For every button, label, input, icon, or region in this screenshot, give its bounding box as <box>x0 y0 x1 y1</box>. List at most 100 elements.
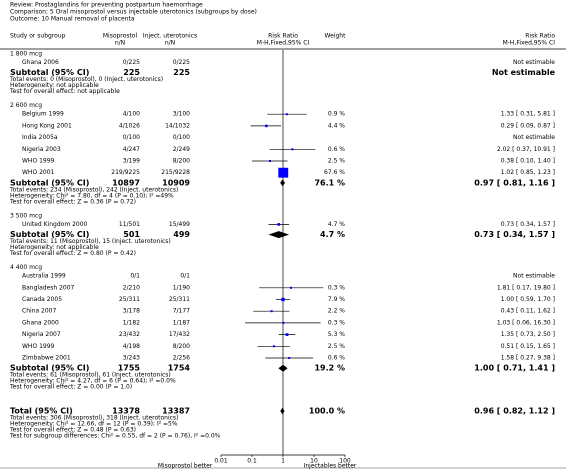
col-header: Misoprostol <box>103 33 138 40</box>
point-estimate <box>270 310 273 313</box>
ci-text: 0.29 [ 0.09, 0.87 ] <box>501 122 555 129</box>
subgroup-heading: 1 800 mcg <box>10 51 42 58</box>
note: Test for overall effect: Z = 0.00 (P = 1… <box>9 384 132 391</box>
misoprostol-cell: 1755 <box>118 364 141 373</box>
ci-text: 0.43 [ 0.11, 1.62 ] <box>501 308 555 315</box>
weight: 0.3 % <box>328 284 345 291</box>
col-header: Inject. uterotonics <box>143 33 197 40</box>
note: Total events: 306 (Misoprostol), 318 (In… <box>9 415 178 422</box>
note: Total events: 61 (Misoprostol), 61 (Inje… <box>9 372 171 379</box>
misoprostol-cell: 13378 <box>112 407 140 416</box>
study-name: Zimbabwe 2001 <box>22 355 71 362</box>
ci-text: 0.73 [ 0.34, 1.57 ] <box>501 221 555 228</box>
injectable-cell: 499 <box>173 230 190 239</box>
injectable-cell: 1/190 <box>173 284 190 291</box>
point-estimate <box>291 148 294 151</box>
ci-text: 1.58 [ 0.27, 9.38 ] <box>501 355 555 362</box>
injectable-cell: 15/499 <box>169 221 190 228</box>
note: Test for overall effect: not applicable <box>9 88 120 95</box>
col-header: M-H,Fixed,95% CI <box>257 40 310 47</box>
note: Test for overall effect: Z = 0.48 (P = 0… <box>9 427 136 434</box>
injectable-cell: 1/187 <box>173 319 190 326</box>
injectable-cell: 2/249 <box>173 146 190 153</box>
ci-text: 1.81 [ 0.17, 19.80 ] <box>497 284 555 291</box>
note: Total events: 0 (Misoprostol), 0 (Inject… <box>9 76 163 83</box>
result: Not estimable <box>513 59 555 66</box>
ci-text: 0.38 [ 0.10, 1.40 ] <box>501 158 555 165</box>
note: Heterogeneity: not applicable <box>10 82 99 89</box>
misoprostol-cell: 23/432 <box>119 331 140 338</box>
injectable-cell: 225 <box>173 68 190 77</box>
subtotal-label: Subtotal (95% CI) <box>10 68 89 77</box>
tick-label: 100 <box>339 458 351 465</box>
ci-text: 1.03 [ 0.06, 16.30 ] <box>497 319 555 326</box>
point-estimate <box>268 160 271 162</box>
study-name: Ghana 2000 <box>22 319 59 326</box>
point-estimate <box>282 321 285 324</box>
study-name: Bangladesh 2007 <box>22 284 75 291</box>
note: Test for overall effect: Z = 0.80 (P = 0… <box>9 250 136 257</box>
ci-text: 0.51 [ 0.15, 1.65 ] <box>501 343 555 350</box>
subtotal-label: Subtotal (95% CI) <box>10 364 89 373</box>
weight: 2.5 % <box>328 343 345 350</box>
misoprostol-cell: 1/182 <box>123 319 140 326</box>
misoprostol-cell: 4/198 <box>123 343 140 350</box>
study-name: WHO 1999 <box>22 158 55 165</box>
injectable-cell: 13387 <box>162 407 190 416</box>
misoprostol-cell: 0/225 <box>123 59 140 66</box>
injectable-cell: 0/100 <box>173 134 190 141</box>
point-estimate <box>278 167 289 178</box>
injectable-cell: 8/200 <box>173 158 190 165</box>
ci-text: 0.73 [ 0.34, 1.57 ] <box>474 230 555 239</box>
misoprostol-cell: 2/210 <box>123 284 140 291</box>
point-estimate <box>288 357 291 359</box>
subtotal-label: Subtotal (95% CI) <box>10 230 89 239</box>
misoprostol-cell: 3/243 <box>123 355 140 362</box>
misoprostol-cell: 11/501 <box>119 221 140 228</box>
note: Heterogeneity: not applicable <box>10 244 99 251</box>
axis-label-right: Injectables better <box>304 463 357 470</box>
point-estimate <box>272 345 275 348</box>
misoprostol-cell: 4/247 <box>123 146 140 153</box>
note: Total events: 11 (Misoprostol), 15 (Inje… <box>9 238 171 245</box>
ci-text: 0.96 [ 0.82, 1.12 ] <box>474 407 555 416</box>
injectable-cell: 17/432 <box>169 331 190 338</box>
weight: 19.2 % <box>314 364 345 373</box>
study-name: Hong Kong 2001 <box>22 122 72 129</box>
tick-label: 0.1 <box>247 458 257 465</box>
weight: 0.6 % <box>328 146 345 153</box>
point-estimate <box>265 124 268 128</box>
tick-label: 0.01 <box>214 458 228 465</box>
point-estimate <box>285 333 289 336</box>
note: Test for overall effect: Z = 0.36 (P = 0… <box>9 198 136 205</box>
note: Heterogeneity: Chi² = 4.27, df = 6 (P = … <box>10 378 176 385</box>
misoprostol-cell: 25/311 <box>119 296 140 303</box>
weight: 2.2 % <box>328 308 345 315</box>
injectable-cell: 1754 <box>168 364 191 373</box>
review: Review: Prostaglandins for preventing po… <box>10 2 203 9</box>
ci-text: 1.00 [ 0.71, 1.41 ] <box>474 364 555 373</box>
note: Total events: 234 (Misoprostol), 242 (In… <box>9 186 178 193</box>
ci-text: 2.02 [ 0.37, 10.91 ] <box>497 146 555 153</box>
study-name: Ghana 2006 <box>22 59 59 66</box>
injectable-cell: 215/9228 <box>161 169 190 176</box>
study-name: Australia 1999 <box>22 273 66 280</box>
injectable-cell: 10909 <box>162 178 190 187</box>
ci-text: 1.02 [ 0.85, 1.23 ] <box>501 169 555 176</box>
injectable-cell: 0/1 <box>180 273 190 280</box>
point-estimate <box>285 113 288 116</box>
col-header: n/N <box>165 40 175 47</box>
pooled-diamond <box>268 231 290 239</box>
misoprostol-cell: 0/1 <box>130 273 140 280</box>
study-name: WHO 2001 <box>22 169 55 176</box>
injectable-cell: 25/311 <box>169 296 190 303</box>
study-name: China 2007 <box>22 308 56 315</box>
comparison: Comparison: 5 Oral misoprostol versus in… <box>10 9 257 16</box>
col-header: n/N <box>115 40 125 47</box>
weight: 2.5 % <box>328 158 345 165</box>
ci-text: 1.33 [ 0.31, 5.81 ] <box>501 111 555 118</box>
injectable-cell: 3/100 <box>173 111 190 118</box>
ci-text: 1.00 [ 0.59, 1.70 ] <box>501 296 555 303</box>
misoprostol-cell: 4/100 <box>123 111 140 118</box>
point-estimate <box>289 286 292 289</box>
